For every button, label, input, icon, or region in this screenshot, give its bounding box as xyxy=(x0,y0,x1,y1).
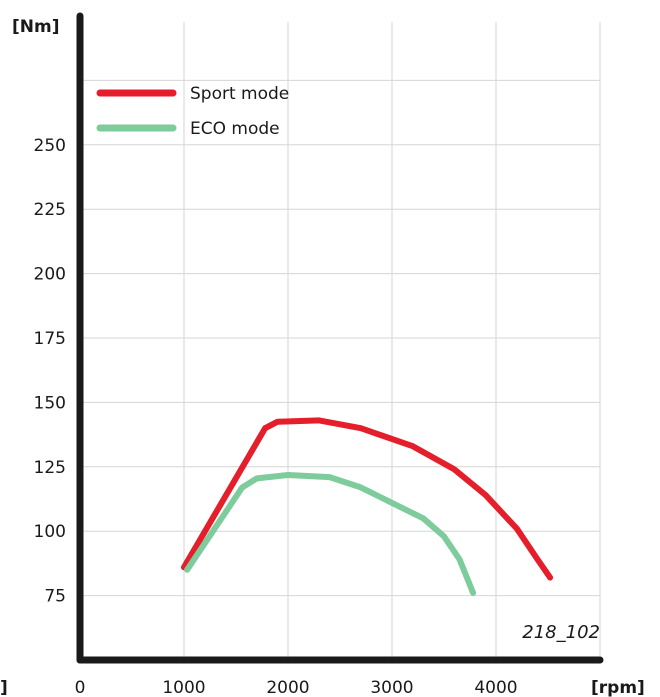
y-tick-label: 175 xyxy=(34,329,66,349)
x-tick-label: 0 xyxy=(75,678,86,697)
y-tick-label: 225 xyxy=(34,200,66,220)
legend: Sport mode ECO mode xyxy=(96,84,289,139)
legend-label-sport: Sport mode xyxy=(190,84,289,104)
y-tick-label: 150 xyxy=(34,393,66,413)
figure-id-label: 218_102 xyxy=(522,622,600,643)
grid-lines xyxy=(80,22,601,660)
legend-label-eco: ECO mode xyxy=(190,119,280,139)
left-edge-bracket: ] xyxy=(0,678,8,697)
x-tick-label: 4000 xyxy=(474,678,517,697)
x-tick-label: 1000 xyxy=(162,678,205,697)
x-tick-label: 2000 xyxy=(266,678,309,697)
series-lines xyxy=(181,417,554,596)
x-tick-label: 3000 xyxy=(370,678,413,697)
y-tick-label: 200 xyxy=(34,265,66,285)
series-line-eco xyxy=(184,472,477,596)
y-tick-label: 250 xyxy=(34,136,66,156)
y-tick-labels: 75 100 125 150 175 200 225 250 xyxy=(34,136,66,607)
x-unit-label: [rpm] xyxy=(591,678,645,697)
y-tick-label: 125 xyxy=(34,458,66,478)
axes xyxy=(76,12,604,664)
y-tick-label: 75 xyxy=(44,587,66,607)
y-unit-label: [Nm] xyxy=(12,17,59,37)
x-tick-labels: 0 1000 2000 3000 4000 xyxy=(75,678,518,697)
y-tick-label: 100 xyxy=(34,522,66,542)
series-line-sport xyxy=(181,417,554,581)
